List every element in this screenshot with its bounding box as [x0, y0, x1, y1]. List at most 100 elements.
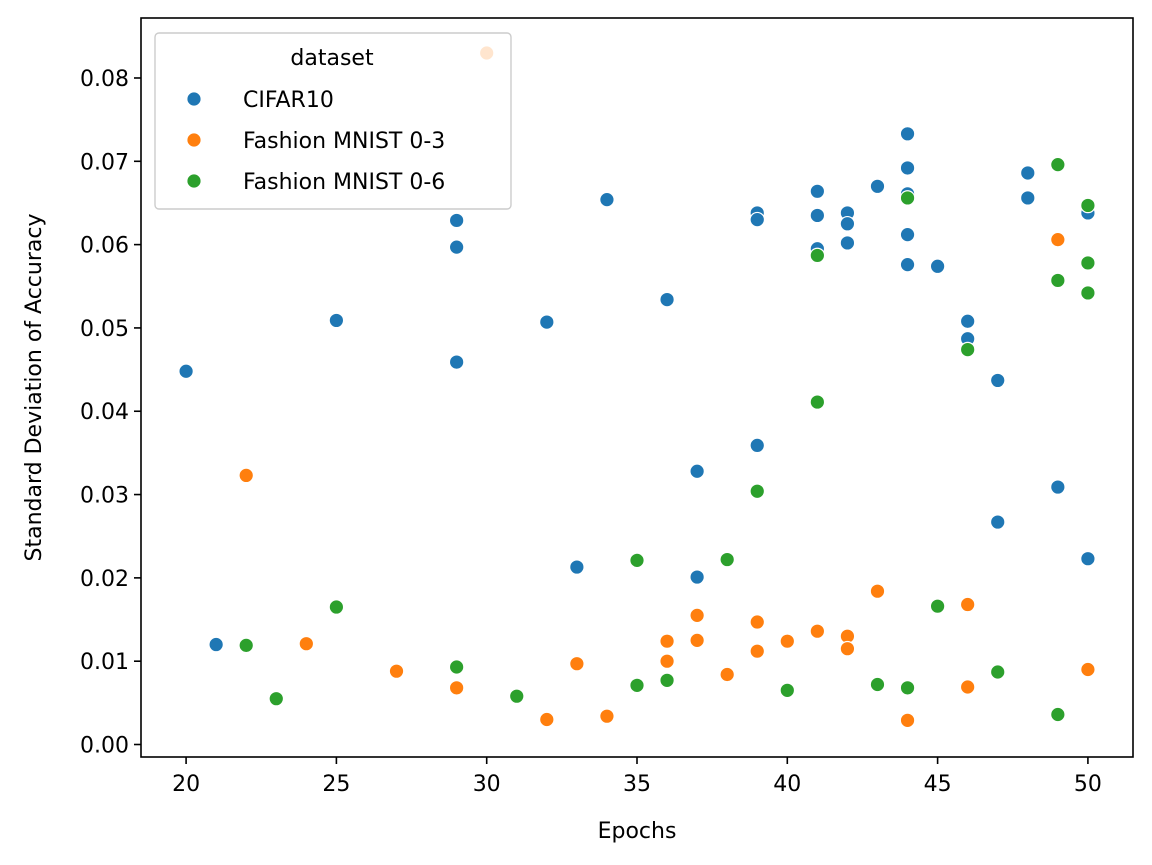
point-fashion-mnist-0-3 — [689, 632, 705, 649]
legend-marker — [186, 173, 202, 189]
point-fashion-mnist-0-3 — [659, 633, 675, 649]
point-cifar10 — [448, 212, 465, 229]
y-axis: 0.00 0.01 0.02 0.03 0.04 0.05 0.06 0.07 0.08 — [80, 67, 141, 759]
point-fashion-mnist-0-6 — [899, 680, 916, 696]
point-cifar10 — [989, 372, 1006, 389]
point-fashion-mnist-0-3 — [809, 623, 826, 639]
y-tick-label: 0.08 — [80, 67, 129, 92]
point-fashion-mnist-0-6 — [268, 690, 285, 707]
point-cifar10 — [809, 207, 826, 224]
point-cifar10 — [899, 226, 916, 243]
point-cifar10 — [959, 313, 976, 330]
y-tick-label: 0.03 — [80, 484, 129, 509]
point-fashion-mnist-0-6 — [869, 676, 886, 693]
point-cifar10 — [1019, 165, 1036, 181]
legend-label: Fashion MNIST 0-3 — [243, 129, 445, 154]
legend-label: CIFAR10 — [243, 88, 334, 113]
point-cifar10 — [1019, 190, 1036, 206]
point-fashion-mnist-0-3 — [539, 711, 555, 728]
y-axis-title: Standard Deviation of Accuracy — [22, 214, 47, 562]
point-fashion-mnist-0-6 — [959, 341, 976, 358]
point-cifar10 — [178, 363, 194, 380]
point-fashion-mnist-0-3 — [719, 666, 735, 683]
legend-label: Fashion MNIST 0-6 — [243, 170, 445, 195]
point-fashion-mnist-0-6 — [1050, 156, 1066, 173]
legend-marker — [186, 132, 202, 148]
y-tick-label: 0.00 — [80, 734, 129, 759]
x-tick-label: 45 — [924, 772, 952, 797]
x-tick-label: 40 — [773, 772, 801, 797]
x-axis: 20 25 30 35 40 45 50 — [172, 757, 1102, 797]
y-tick-label: 0.06 — [80, 234, 129, 259]
point-fashion-mnist-0-3 — [959, 679, 976, 695]
point-cifar10 — [539, 314, 555, 330]
point-fashion-mnist-0-3 — [749, 643, 766, 659]
point-fashion-mnist-0-3 — [959, 596, 976, 613]
point-fashion-mnist-0-6 — [809, 394, 826, 410]
point-fashion-mnist-0-6 — [1050, 272, 1066, 289]
point-fashion-mnist-0-3 — [659, 653, 675, 669]
legend-title: dataset — [290, 46, 374, 71]
point-cifar10 — [899, 256, 916, 273]
point-cifar10 — [448, 239, 465, 255]
point-fashion-mnist-0-6 — [238, 637, 255, 654]
x-axis-title: Epochs — [598, 819, 677, 844]
point-cifar10 — [899, 126, 916, 142]
point-fashion-mnist-0-6 — [448, 659, 465, 675]
point-fashion-mnist-0-6 — [328, 599, 345, 615]
point-cifar10 — [809, 183, 826, 200]
legend-box — [154, 32, 512, 210]
legend-marker — [186, 91, 202, 107]
point-fashion-mnist-0-3 — [238, 467, 255, 484]
point-fashion-mnist-0-6 — [629, 552, 645, 569]
point-fashion-mnist-0-3 — [779, 633, 796, 649]
point-fashion-mnist-0-6 — [1080, 285, 1096, 301]
point-fashion-mnist-0-6 — [659, 672, 675, 689]
point-fashion-mnist-0-6 — [1050, 706, 1066, 723]
point-fashion-mnist-0-3 — [749, 614, 766, 630]
point-fashion-mnist-0-6 — [508, 688, 525, 704]
point-cifar10 — [1080, 550, 1096, 567]
point-cifar10 — [749, 211, 766, 228]
point-cifar10 — [869, 178, 886, 195]
point-cifar10 — [989, 514, 1006, 530]
point-cifar10 — [1050, 479, 1066, 495]
point-fashion-mnist-0-6 — [629, 677, 645, 694]
point-cifar10 — [929, 258, 946, 275]
legend-items: CIFAR10 Fashion MNIST 0-3 Fashion MNIST 0-… — [186, 88, 445, 195]
point-fashion-mnist-0-6 — [929, 598, 946, 615]
x-tick-label: 20 — [172, 772, 200, 797]
legend: dataset CIFAR10 Fashion MNIST 0-3 Fashion … — [154, 32, 512, 210]
point-cifar10 — [659, 291, 675, 308]
x-tick-label: 25 — [322, 772, 350, 797]
point-fashion-mnist-0-3 — [1080, 661, 1096, 678]
point-cifar10 — [328, 312, 345, 329]
point-cifar10 — [839, 215, 856, 232]
x-tick-label: 35 — [623, 772, 651, 797]
point-fashion-mnist-0-6 — [1080, 197, 1096, 214]
point-fashion-mnist-0-3 — [448, 680, 465, 696]
point-fashion-mnist-0-6 — [989, 664, 1006, 680]
y-tick-label: 0.02 — [80, 567, 129, 592]
x-tick-label: 30 — [473, 772, 501, 797]
point-fashion-mnist-0-3 — [1050, 231, 1066, 248]
point-fashion-mnist-0-3 — [599, 708, 615, 724]
point-fashion-mnist-0-6 — [779, 682, 796, 699]
y-tick-label: 0.04 — [80, 400, 129, 425]
point-cifar10 — [208, 636, 224, 653]
y-tick-label: 0.07 — [80, 150, 129, 175]
point-cifar10 — [839, 235, 856, 251]
point-cifar10 — [899, 160, 916, 176]
point-cifar10 — [599, 191, 615, 208]
y-tick-label: 0.05 — [80, 317, 129, 342]
point-fashion-mnist-0-3 — [839, 640, 856, 657]
point-fashion-mnist-0-3 — [869, 583, 886, 600]
point-cifar10 — [689, 569, 705, 585]
point-cifar10 — [569, 559, 585, 575]
x-tick-label: 50 — [1074, 772, 1102, 797]
point-fashion-mnist-0-3 — [298, 635, 315, 652]
point-fashion-mnist-0-6 — [749, 483, 766, 500]
point-fashion-mnist-0-6 — [1080, 255, 1096, 271]
point-cifar10 — [689, 463, 705, 480]
